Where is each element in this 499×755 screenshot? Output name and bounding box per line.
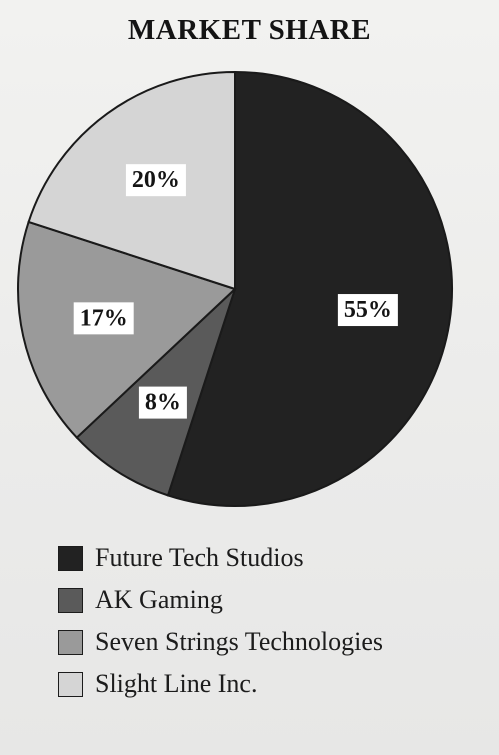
chart-title: MARKET SHARE (127, 14, 372, 46)
pie-label-box (138, 386, 187, 419)
legend-item: AK Gaming (58, 579, 488, 621)
pie-labels: 55% 8% 17% 20% (73, 164, 398, 419)
pie-label-text: 17% (80, 305, 128, 331)
legend-swatch-seven-strings-technologies (58, 629, 83, 655)
pie-label-box (337, 294, 398, 327)
pie-slices (17, 70, 453, 507)
legend-swatch-slight-line-inc (58, 671, 83, 697)
legend-swatch-ak-gaming (58, 587, 83, 613)
pie-label-seven-strings-technologies: 17% (73, 302, 134, 335)
pie-chart: 55% 8% 17% 20% (17, 70, 453, 507)
pie-label-text: 20% (132, 167, 180, 193)
legend-label-ak-gaming: AK Gaming (95, 585, 223, 614)
pie-label-ak-gaming: 8% (138, 386, 187, 419)
legend-label-slight-line-inc: Slight Line Inc. (95, 669, 258, 698)
legend-item: Seven Strings Technologies (58, 621, 488, 663)
legend-swatch-future-tech-studios (58, 545, 83, 571)
pie-label-text: 8% (145, 390, 181, 416)
pie-label-box (125, 164, 186, 197)
legend: Future Tech Studios AK Gaming Seven Stri… (58, 537, 488, 705)
pie-label-text: 55% (344, 297, 392, 323)
legend-label-future-tech-studios: Future Tech Studios (95, 543, 304, 572)
pie-label-box (73, 302, 134, 335)
legend-item: Future Tech Studios (58, 537, 488, 579)
legend-label-seven-strings-technologies: Seven Strings Technologies (95, 627, 384, 656)
legend-item: Slight Line Inc. (58, 663, 488, 705)
pie-slice-future-tech-studios (166, 70, 453, 507)
pie-label-future-tech-studios: 55% (337, 294, 398, 327)
pie-label-slight-line-inc: 20% (125, 164, 186, 197)
